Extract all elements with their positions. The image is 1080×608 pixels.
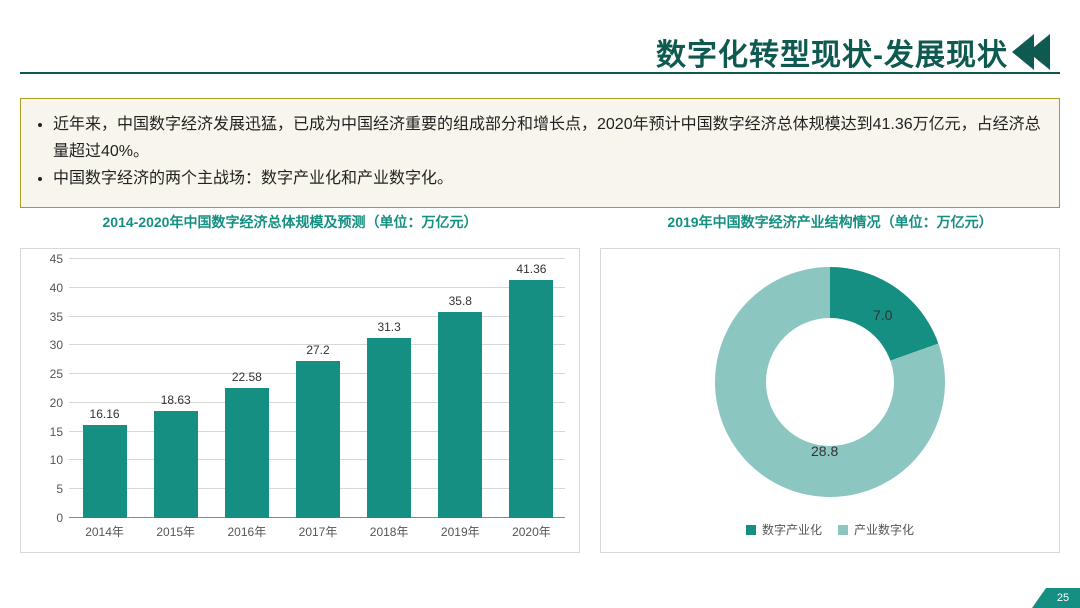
title-divider <box>20 72 1060 74</box>
donut-value-label: 7.0 <box>873 307 892 323</box>
bar-value-label: 31.3 <box>377 320 400 334</box>
x-tick-label: 2015年 <box>156 523 195 540</box>
x-tick-label: 2019年 <box>441 523 480 540</box>
y-tick-label: 30 <box>29 338 63 352</box>
x-tick-label: 2018年 <box>370 523 409 540</box>
y-tick-label: 35 <box>29 310 63 324</box>
bar-group: 41.362020年 <box>509 280 553 518</box>
y-tick-label: 15 <box>29 425 63 439</box>
y-tick-label: 0 <box>29 511 63 525</box>
legend-label: 产业数字化 <box>854 521 914 538</box>
page-title: 数字化转型现状-发展现状 <box>656 30 1008 74</box>
chevron-left-icon <box>1028 34 1050 70</box>
y-tick-label: 40 <box>29 281 63 295</box>
slide: { "colors": { "brand_dark": "#0e5a50", "… <box>0 0 1080 608</box>
description-box: 近年来，中国数字经济发展迅猛，已成为中国经济重要的组成部分和增长点，2020年预… <box>20 98 1060 208</box>
bar-group: 18.632015年 <box>154 411 198 518</box>
bar-value-label: 35.8 <box>449 294 472 308</box>
bar-value-label: 22.58 <box>232 370 262 384</box>
bar-group: 31.32018年 <box>367 338 411 518</box>
bullet-list: 近年来，中国数字经济发展迅猛，已成为中国经济重要的组成部分和增长点，2020年预… <box>49 111 1041 193</box>
bar <box>225 388 269 518</box>
donut-legend: 数字产业化 产业数字化 <box>601 521 1059 538</box>
page-number: 25 <box>1046 588 1080 608</box>
donut-value-label: 28.8 <box>811 443 838 459</box>
bar <box>296 361 340 518</box>
bar-plot-area: 05101520253035404516.162014年18.632015年22… <box>69 261 565 518</box>
x-tick-label: 2020年 <box>512 523 551 540</box>
bar-value-label: 18.63 <box>161 393 191 407</box>
gridline <box>69 287 565 288</box>
bullet-item: 近年来，中国数字经济发展迅猛，已成为中国经济重要的组成部分和增长点，2020年预… <box>53 111 1041 165</box>
bar-value-label: 41.36 <box>516 262 546 276</box>
x-tick-label: 2017年 <box>299 523 338 540</box>
bar-group: 16.162014年 <box>83 425 127 518</box>
y-tick-label: 45 <box>29 252 63 266</box>
x-tick-label: 2016年 <box>227 523 266 540</box>
bar-group: 22.582016年 <box>225 388 269 518</box>
legend-swatch <box>838 525 848 535</box>
donut-chart-title: 2019年中国数字经济产业结构情况（单位：万亿元） <box>600 212 1060 232</box>
y-tick-label: 25 <box>29 367 63 381</box>
y-tick-label: 10 <box>29 453 63 467</box>
chevron-decor <box>1018 34 1050 70</box>
bar-chart-title: 2014-2020年中国数字经济总体规模及预测（单位：万亿元） <box>60 212 520 232</box>
legend-label: 数字产业化 <box>762 521 822 538</box>
legend-item: 产业数字化 <box>838 521 914 538</box>
bar-value-label: 27.2 <box>306 343 329 357</box>
bar <box>154 411 198 518</box>
bar <box>438 312 482 518</box>
gridline <box>69 258 565 259</box>
bullet-item: 中国数字经济的两个主战场：数字产业化和产业数字化。 <box>53 165 1041 192</box>
page-number-decor <box>1032 588 1046 608</box>
donut-chart: 7.0 28.8 数字产业化 产业数字化 <box>600 248 1060 553</box>
bar <box>367 338 411 518</box>
gridline <box>69 316 565 317</box>
bar-group: 35.82019年 <box>438 312 482 518</box>
donut-hole <box>766 318 894 446</box>
legend-item: 数字产业化 <box>746 521 822 538</box>
title-row: 数字化转型现状-发展现状 <box>656 30 1050 74</box>
bar <box>509 280 553 518</box>
x-tick-label: 2014年 <box>85 523 124 540</box>
bar <box>83 425 127 518</box>
bar-value-label: 16.16 <box>90 407 120 421</box>
donut-plot-area: 7.0 28.8 <box>715 267 945 497</box>
legend-swatch <box>746 525 756 535</box>
bar-chart: 05101520253035404516.162014年18.632015年22… <box>20 248 580 553</box>
y-tick-label: 20 <box>29 396 63 410</box>
bar-group: 27.22017年 <box>296 361 340 518</box>
y-tick-label: 5 <box>29 482 63 496</box>
